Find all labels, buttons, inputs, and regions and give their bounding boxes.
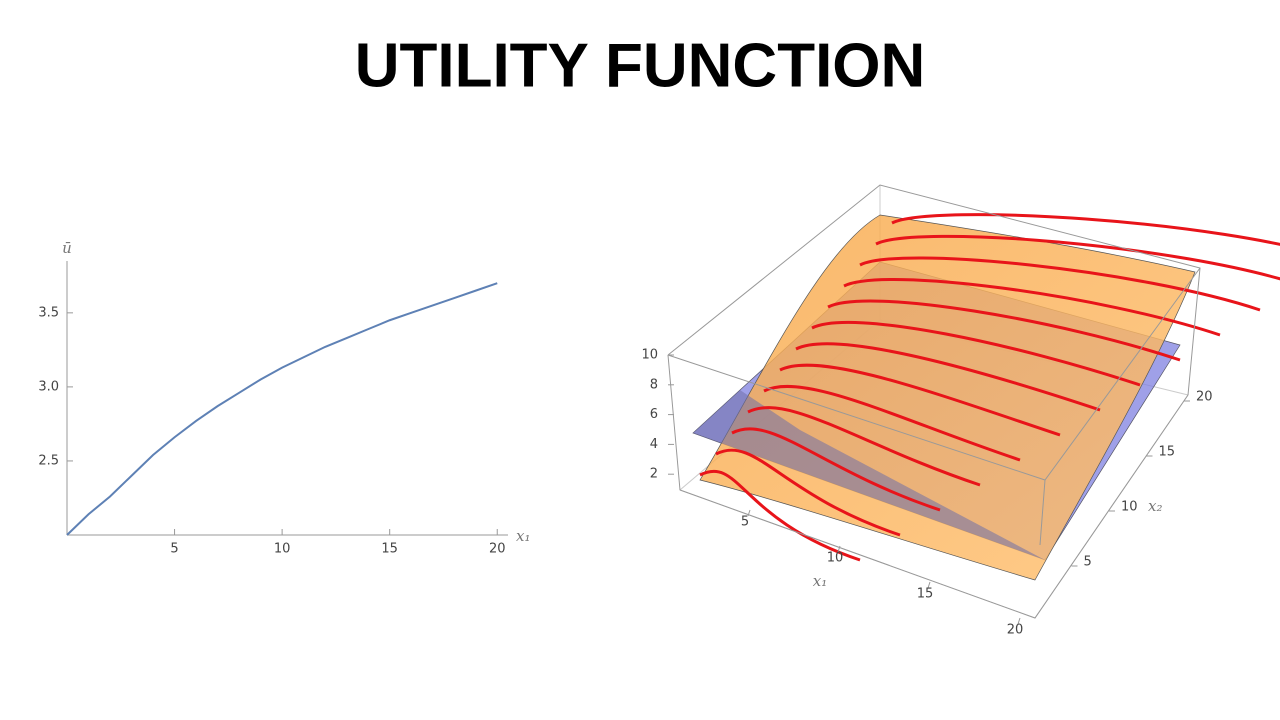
surface-plot-3d xyxy=(667,184,1280,619)
x1-tick xyxy=(1017,617,1021,625)
y-tick-label: 3.0 xyxy=(38,379,59,394)
contour-lines xyxy=(699,213,1280,562)
contour-line xyxy=(763,384,1021,462)
utility-curve xyxy=(66,282,498,536)
y-tick-label: 3.5 xyxy=(38,305,59,320)
contour-line xyxy=(859,256,1261,312)
x-tick-label: 5 xyxy=(170,542,178,557)
z-tick-label: 4 xyxy=(650,437,658,452)
contour-line xyxy=(779,363,1061,437)
slide-title: UTILITY FUNCTION xyxy=(355,31,926,100)
z-tick-label: 6 xyxy=(650,407,658,422)
x2-tick-label: 20 xyxy=(1196,390,1213,405)
x-axis-label: x₁ xyxy=(516,527,530,545)
x1-tick xyxy=(927,581,931,589)
x1-tick-label: 10 xyxy=(827,551,844,566)
contour-line xyxy=(795,342,1101,412)
x1-tick-label: 5 xyxy=(741,515,749,530)
x2-tick-label: 10 xyxy=(1121,500,1138,515)
y-axis-label: ū xyxy=(62,239,72,257)
z-tick-label: 2 xyxy=(650,467,658,482)
y-tick-label: 2.5 xyxy=(38,453,59,468)
contour-line xyxy=(747,406,981,487)
box-edge xyxy=(679,394,1189,619)
x-tick-label: 15 xyxy=(381,542,398,557)
contour-line xyxy=(875,234,1280,281)
x1-tick-label: 15 xyxy=(917,587,934,602)
contour-line xyxy=(827,299,1181,362)
contour-line xyxy=(843,278,1221,337)
x1-tick xyxy=(747,509,751,517)
contour-line xyxy=(811,320,1141,387)
x1-tick xyxy=(837,545,841,553)
z-tick-label: 10 xyxy=(641,348,658,363)
box-edge xyxy=(667,354,681,491)
box-edge xyxy=(1039,479,1046,546)
plane-overlap xyxy=(693,390,1045,560)
x-tick-label: 10 xyxy=(274,542,291,557)
contour-line xyxy=(699,469,861,562)
contour-line xyxy=(715,448,901,537)
x-tick-label: 20 xyxy=(489,542,506,557)
x2-tick-label: 15 xyxy=(1159,445,1176,460)
x2-axis-label: x₂ xyxy=(1148,497,1162,515)
contour-line xyxy=(891,213,1280,246)
x2-tick-label: 5 xyxy=(1084,555,1092,570)
x1-tick-label: 20 xyxy=(1007,623,1024,638)
box-edge xyxy=(667,184,1201,396)
contour-line xyxy=(731,427,941,512)
z-tick-label: 8 xyxy=(650,377,658,392)
x1-axis-label: x₁ xyxy=(813,572,827,590)
